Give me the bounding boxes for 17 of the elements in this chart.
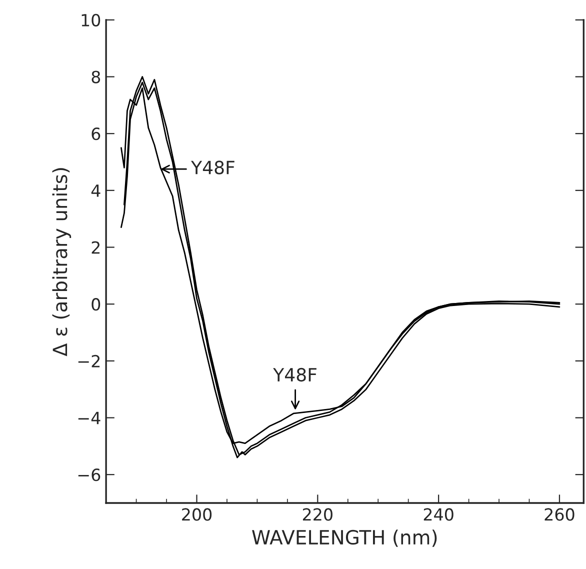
y-tick-label: 10 — [82, 14, 100, 26]
y-tick-label: −4 — [78, 412, 100, 424]
y-tick-label: 6 — [92, 128, 100, 140]
y-tick-label: −6 — [78, 468, 100, 482]
x-tick-label: 260 — [544, 508, 574, 521]
y-tick-label: 2 — [92, 241, 100, 254]
annotation: Y48F — [273, 368, 316, 382]
y-tick-label: 8 — [92, 70, 100, 84]
y-tick-label: −2 — [78, 354, 100, 368]
x-axis-title: WAVELENGTH (nm) — [252, 530, 437, 547]
y-axis-title: Δ ε (arbitrary units) — [52, 168, 72, 356]
annotation: Y48F — [190, 160, 234, 174]
x-tick-label: 220 — [302, 508, 332, 521]
y-tick-label: 0 — [92, 298, 100, 311]
x-tick-label: 240 — [424, 508, 454, 521]
x-tick-label: 200 — [182, 508, 212, 521]
y-tick-label: 4 — [91, 184, 100, 197]
